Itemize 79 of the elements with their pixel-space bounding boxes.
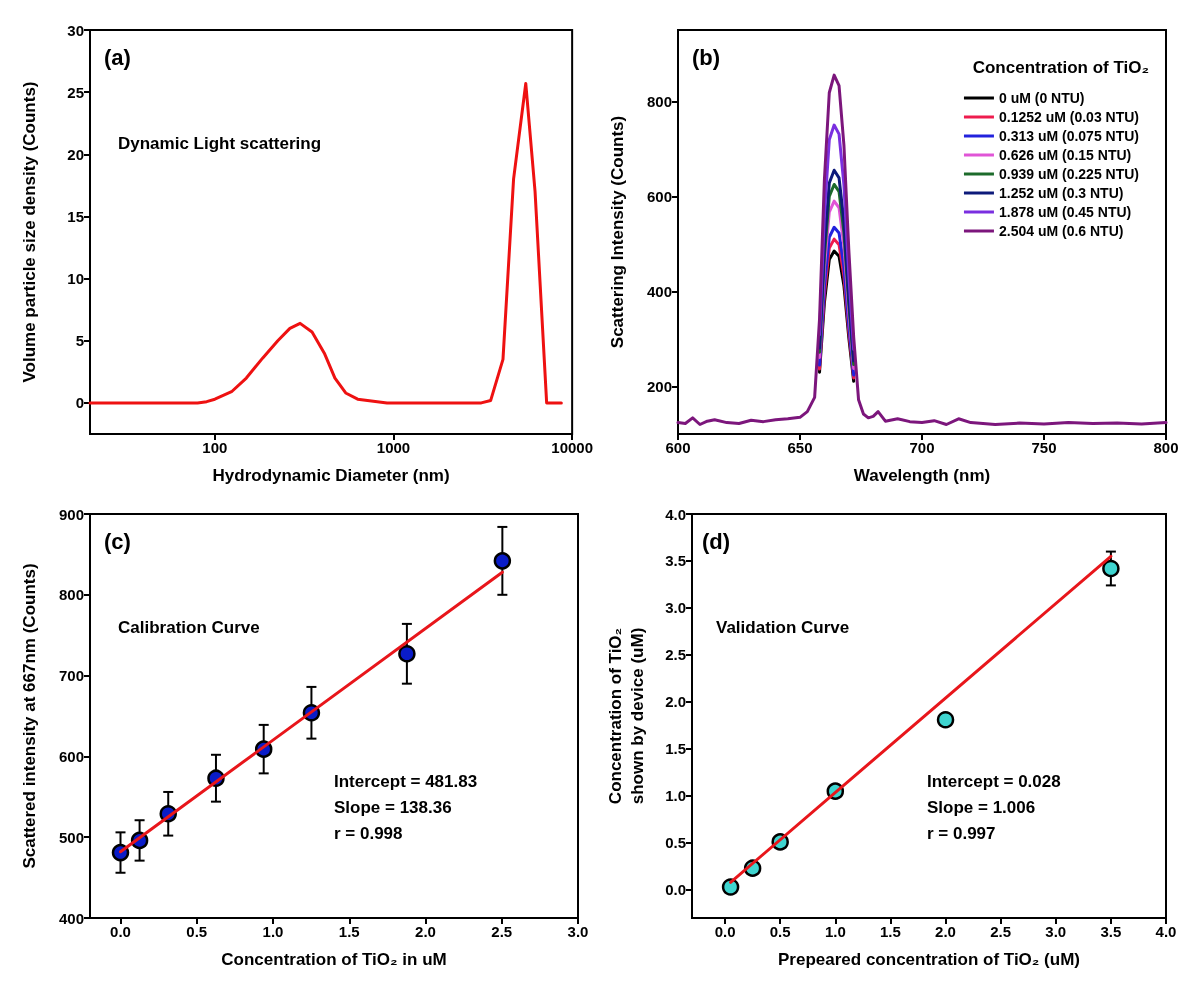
x-tick-label: 3.5 (1100, 923, 1122, 940)
annotation: Slope = 1.006 (927, 797, 1036, 817)
y-tick-label: 4.0 (665, 505, 686, 523)
x-tick-label: 3.0 (1045, 923, 1067, 940)
legend-label: 0.626 uM (0.15 NTU) (998, 147, 1132, 163)
y-tick-label: 200 (646, 377, 672, 395)
legend-label: 0.1252 uM (0.03 NTU) (998, 109, 1140, 125)
y-tick-label: 10 (67, 270, 84, 288)
annotation: (a) (104, 44, 131, 70)
x-tick-label: 0.5 (186, 923, 208, 940)
y-tick-label: 900 (58, 505, 84, 523)
x-tick-label: 2.5 (990, 923, 1012, 940)
annotation: r = 0.998 (334, 823, 403, 843)
x-tick-label: 1.0 (824, 923, 846, 940)
x-tick-label: 0.5 (769, 923, 791, 940)
x-tick-label: 800 (1153, 439, 1179, 456)
x-tick-label: 1.5 (879, 923, 901, 940)
x-tick-label: 1000 (376, 439, 411, 456)
y-tick-label: 0.5 (665, 834, 686, 852)
y-axis-title: Volume particle size density (Counts) (19, 81, 39, 383)
annotation: r = 0.997 (927, 823, 996, 843)
y-tick-label: 3.0 (665, 599, 686, 617)
y-tick-label: 25 (67, 83, 84, 101)
y-axis-title: Scattering Intensity (Counts) (607, 115, 627, 349)
y-axis-title: Concentration of TiO₂ shown by device (uM) (605, 627, 647, 805)
y-tick-label: 0 (75, 394, 84, 412)
legend-label: 0 uM (0 NTU) (998, 90, 1085, 106)
x-axis-title: Wavelength (nm) (853, 465, 991, 485)
y-tick-label: 0.0 (665, 881, 686, 899)
x-tick-label: 0.0 (110, 923, 131, 940)
x-axis-title: Concentration of TiO₂ in uM (221, 949, 447, 969)
x-tick-label: 1.5 (338, 923, 360, 940)
y-tick-label: 700 (58, 667, 84, 685)
annotation: Intercept = 0.028 (927, 771, 1061, 791)
y-tick-label: 400 (58, 909, 84, 927)
legend-title: Concentration of TiO₂ (972, 58, 1149, 77)
annotation: Validation Curve (716, 618, 850, 638)
x-tick-label: 2.5 (491, 923, 513, 940)
legend-label: 2.504 uM (0.6 NTU) (998, 223, 1124, 239)
y-tick-label: 800 (58, 586, 84, 604)
x-tick-label: 10000 (551, 439, 593, 456)
annotation: Intercept = 481.83 (334, 771, 478, 791)
legend-label: 1.252 uM (0.3 NTU) (998, 185, 1124, 201)
y-tick-label: 600 (646, 187, 672, 205)
annotation: Calibration Curve (118, 618, 260, 638)
y-tick-label: 1.0 (665, 787, 686, 805)
annotation: Slope = 138.36 (334, 797, 452, 817)
annotation: (d) (702, 528, 731, 554)
x-tick-label: 650 (787, 439, 813, 456)
x-tick-label: 3.0 (567, 923, 589, 940)
x-tick-label: 750 (1031, 439, 1057, 456)
y-tick-label: 1.5 (665, 740, 686, 758)
y-tick-label: 5 (75, 332, 84, 350)
x-tick-label: 4.0 (1155, 923, 1177, 940)
y-tick-label: 15 (67, 207, 84, 225)
y-tick-label: 800 (646, 92, 672, 110)
y-tick-label: 3.5 (665, 552, 686, 570)
x-tick-label: 2.0 (415, 923, 436, 940)
legend-label: 0.313 uM (0.075 NTU) (998, 128, 1140, 144)
x-tick-label: 0.0 (714, 923, 736, 940)
y-tick-label: 2.5 (665, 646, 686, 664)
y-tick-label: 500 (58, 828, 84, 846)
x-tick-label: 2.0 (935, 923, 956, 940)
legend-label: 0.939 uM (0.225 NTU) (998, 166, 1140, 182)
y-tick-label: 600 (58, 747, 84, 765)
x-axis-title: Hydrodynamic Diameter (nm) (212, 465, 450, 485)
x-tick-label: 1.0 (262, 923, 284, 940)
x-tick-label: 700 (909, 439, 935, 456)
x-axis-title: Prepeared concentration of TiO₂ (uM) (778, 949, 1080, 969)
legend-label: 1.878 uM (0.45 NTU) (998, 204, 1132, 220)
annotation: (b) (692, 44, 721, 70)
y-axis-title: Scattered intensity at 667nm (Counts) (19, 563, 39, 869)
annotation: Dynamic Light scattering (118, 134, 322, 154)
y-tick-label: 2.0 (665, 693, 686, 711)
annotation: (c) (104, 528, 131, 554)
y-tick-label: 20 (67, 145, 84, 163)
y-tick-label: 30 (67, 21, 84, 39)
y-tick-label: 400 (646, 282, 672, 300)
x-tick-label: 100 (202, 439, 228, 456)
